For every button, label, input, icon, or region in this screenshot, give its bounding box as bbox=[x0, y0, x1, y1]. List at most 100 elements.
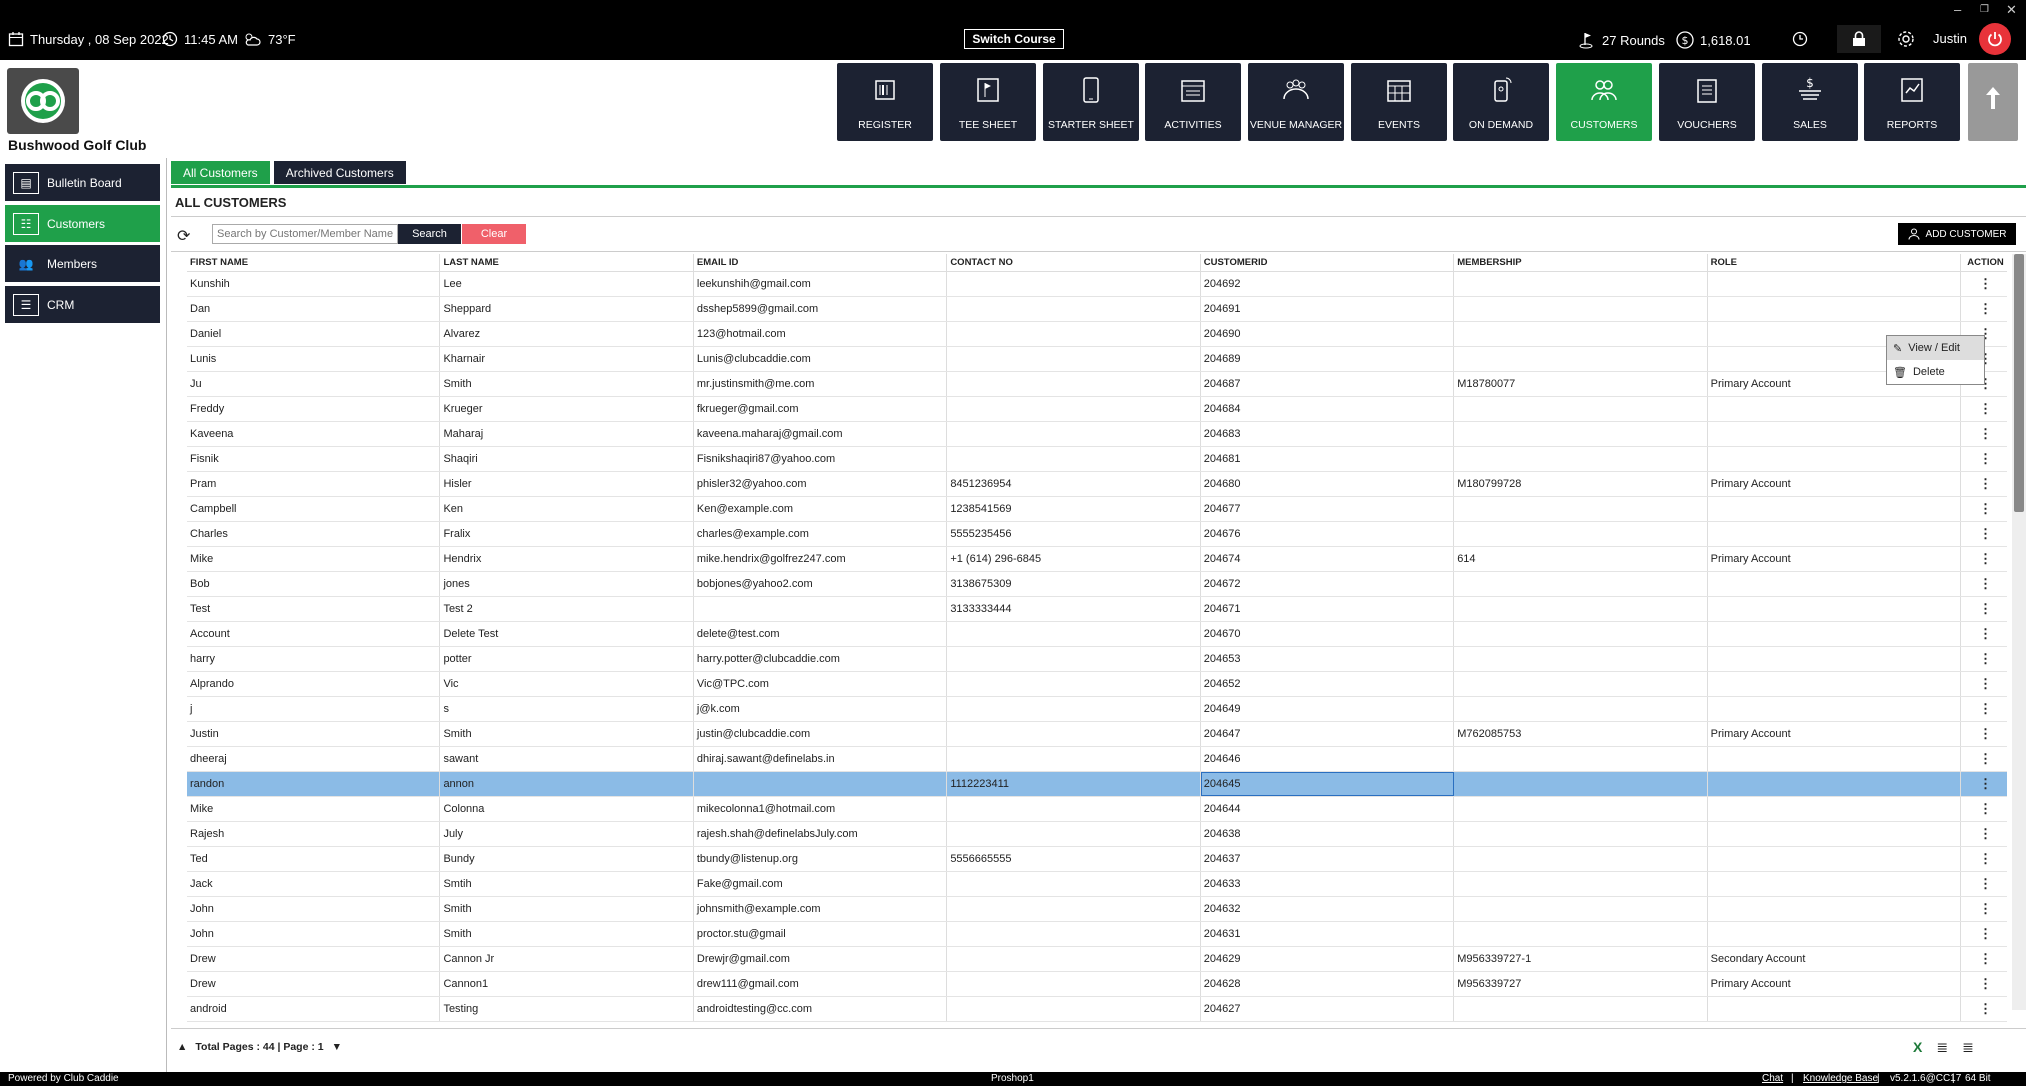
table-cell[interactable]: Fisnik bbox=[187, 447, 441, 471]
table-cell[interactable]: 204649 bbox=[1201, 697, 1455, 721]
add-customer-button[interactable]: ADD CUSTOMER bbox=[1898, 223, 2016, 245]
table-cell[interactable]: j@k.com bbox=[694, 697, 948, 721]
table-cell[interactable]: Lunis bbox=[187, 347, 441, 371]
table-cell[interactable]: 204653 bbox=[1201, 647, 1455, 671]
table-cell[interactable]: Account bbox=[187, 622, 441, 646]
table-cell[interactable] bbox=[1454, 497, 1708, 521]
table-cell[interactable] bbox=[947, 922, 1201, 946]
table-cell[interactable]: 204680 bbox=[1201, 472, 1455, 496]
search-input[interactable] bbox=[212, 224, 398, 244]
clock-button[interactable] bbox=[1778, 25, 1822, 53]
table-cell[interactable]: Primary Account bbox=[1708, 547, 1962, 571]
table-cell[interactable]: harry.potter@clubcaddie.com bbox=[694, 647, 948, 671]
table-cell[interactable]: 204677 bbox=[1201, 497, 1455, 521]
column-header[interactable]: FIRST NAME bbox=[187, 254, 441, 271]
table-cell[interactable]: Smith bbox=[440, 372, 694, 396]
table-cell[interactable] bbox=[947, 872, 1201, 896]
table-cell[interactable] bbox=[1708, 672, 1962, 696]
table-row[interactable]: Ted Bundy tbundy@listenup.org 5556665555 204… bbox=[187, 847, 2007, 872]
table-cell[interactable]: Mike bbox=[187, 547, 441, 571]
table-cell[interactable]: Alprando bbox=[187, 672, 441, 696]
table-cell[interactable]: dhiraj.sawant@definelabs.in bbox=[694, 747, 948, 771]
table-row[interactable]: Jack Smtih Fake@gmail.com 204633 ⋮ bbox=[187, 872, 2007, 897]
table-cell[interactable]: Krueger bbox=[440, 397, 694, 421]
delete-menu-item[interactable]: 🗑 Delete bbox=[1887, 360, 1984, 384]
table-cell[interactable]: Ted bbox=[187, 847, 441, 871]
nav-on-demand[interactable]: ON DEMAND bbox=[1453, 63, 1549, 141]
table-row[interactable]: Fisnik Shaqiri Fisnikshaqiri87@yahoo.com 20… bbox=[187, 447, 2007, 472]
table-cell[interactable]: 204629 bbox=[1201, 947, 1455, 971]
knowledge-base-link[interactable]: Knowledge Base bbox=[1803, 1073, 1879, 1084]
table-cell[interactable] bbox=[947, 897, 1201, 921]
table-cell[interactable]: Ken bbox=[440, 497, 694, 521]
table-cell[interactable]: 3133333444 bbox=[947, 597, 1201, 621]
table-cell[interactable]: Drew bbox=[187, 947, 441, 971]
table-cell[interactable] bbox=[1454, 822, 1708, 846]
table-cell[interactable]: 204670 bbox=[1201, 622, 1455, 646]
rounds-display[interactable]: 27 Rounds bbox=[1578, 31, 1665, 49]
table-row[interactable]: Lunis Kharnair Lunis@clubcaddie.com 204689 ⋮ bbox=[187, 347, 2007, 372]
table-cell[interactable]: justin@clubcaddie.com bbox=[694, 722, 948, 746]
table-cell[interactable]: Maharaj bbox=[440, 422, 694, 446]
table-cell[interactable]: Fake@gmail.com bbox=[694, 872, 948, 896]
column-header[interactable]: MEMBERSHIP bbox=[1454, 254, 1708, 271]
nav-events[interactable]: EVENTS bbox=[1351, 63, 1447, 141]
table-cell[interactable] bbox=[1454, 422, 1708, 446]
table-cell[interactable]: sawant bbox=[440, 747, 694, 771]
table-cell[interactable] bbox=[1454, 322, 1708, 346]
search-button[interactable]: Search bbox=[398, 224, 461, 244]
table-cell[interactable]: Justin bbox=[187, 722, 441, 746]
table-cell[interactable]: M18780077 bbox=[1454, 372, 1708, 396]
table-cell[interactable]: androidtesting@cc.com bbox=[694, 997, 948, 1021]
table-cell[interactable]: Campbell bbox=[187, 497, 441, 521]
table-cell[interactable]: Fisnikshaqiri87@yahoo.com bbox=[694, 447, 948, 471]
table-cell[interactable] bbox=[947, 972, 1201, 996]
table-cell[interactable] bbox=[947, 622, 1201, 646]
export-settings-icon[interactable]: ≣ bbox=[1962, 1039, 1974, 1055]
table-row[interactable]: Kaveena Maharaj kaveena.maharaj@gmail.com 2… bbox=[187, 422, 2007, 447]
table-cell[interactable]: Hendrix bbox=[440, 547, 694, 571]
table-cell[interactable]: 5556665555 bbox=[947, 847, 1201, 871]
table-row[interactable]: Freddy Krueger fkrueger@gmail.com 204684 ⋮ bbox=[187, 397, 2007, 422]
table-cell[interactable]: 204692 bbox=[1201, 272, 1455, 296]
row-action-menu-icon[interactable]: ⋮ bbox=[1979, 301, 1993, 316]
table-cell[interactable] bbox=[947, 797, 1201, 821]
table-cell[interactable]: Bundy bbox=[440, 847, 694, 871]
row-action-menu-icon[interactable]: ⋮ bbox=[1979, 651, 1993, 666]
row-action-menu-icon[interactable]: ⋮ bbox=[1979, 951, 1993, 966]
table-cell[interactable]: Kharnair bbox=[440, 347, 694, 371]
table-row[interactable]: android Testing androidtesting@cc.com 20462… bbox=[187, 997, 2007, 1022]
table-cell[interactable]: 204674 bbox=[1201, 547, 1455, 571]
table-cell[interactable]: Primary Account bbox=[1708, 472, 1962, 496]
table-cell[interactable]: Smith bbox=[440, 922, 694, 946]
table-row[interactable]: Bob jones bobjones@yahoo2.com 3138675309 204… bbox=[187, 572, 2007, 597]
nav-register[interactable]: REGISTER bbox=[837, 63, 933, 141]
table-cell[interactable]: Vic bbox=[440, 672, 694, 696]
table-cell[interactable]: 204687 bbox=[1201, 372, 1455, 396]
table-cell[interactable]: 204671 bbox=[1201, 597, 1455, 621]
table-cell[interactable] bbox=[694, 772, 948, 796]
table-cell[interactable] bbox=[1708, 622, 1962, 646]
table-cell[interactable]: Hisler bbox=[440, 472, 694, 496]
table-cell[interactable]: leekunshih@gmail.com bbox=[694, 272, 948, 296]
table-cell[interactable] bbox=[947, 672, 1201, 696]
table-cell[interactable]: Testing bbox=[440, 997, 694, 1021]
table-cell[interactable]: dheeraj bbox=[187, 747, 441, 771]
export-list-icon[interactable]: ≣ bbox=[1936, 1039, 1949, 1055]
lock-button[interactable] bbox=[1837, 25, 1881, 53]
table-cell[interactable]: 204647 bbox=[1201, 722, 1455, 746]
table-cell[interactable] bbox=[1454, 297, 1708, 321]
row-action-menu-icon[interactable]: ⋮ bbox=[1979, 701, 1993, 716]
table-cell[interactable]: Jack bbox=[187, 872, 441, 896]
minimize-icon[interactable]: – bbox=[1954, 2, 1962, 17]
table-cell[interactable]: Alvarez bbox=[440, 322, 694, 346]
row-action-menu-icon[interactable]: ⋮ bbox=[1979, 901, 1993, 916]
table-cell[interactable]: 204676 bbox=[1201, 522, 1455, 546]
table-cell[interactable]: 204627 bbox=[1201, 997, 1455, 1021]
table-cell[interactable] bbox=[1708, 572, 1962, 596]
balance-display[interactable]: $ 1,618.01 bbox=[1676, 31, 1751, 49]
table-row[interactable]: Ju Smith mr.justinsmith@me.com 204687 M18780… bbox=[187, 372, 2007, 397]
column-header[interactable]: ACTION bbox=[1967, 257, 2004, 268]
table-cell[interactable] bbox=[1708, 997, 1962, 1021]
row-action-menu-icon[interactable]: ⋮ bbox=[1979, 776, 1993, 791]
